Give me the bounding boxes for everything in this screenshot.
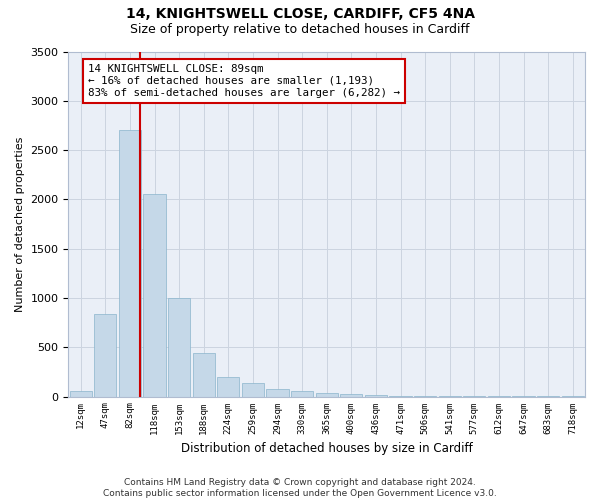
- Text: Size of property relative to detached houses in Cardiff: Size of property relative to detached ho…: [130, 22, 470, 36]
- Bar: [168, 298, 190, 396]
- Bar: [119, 130, 141, 396]
- Bar: [340, 394, 362, 396]
- Bar: [266, 389, 289, 396]
- Bar: [70, 390, 92, 396]
- Bar: [217, 377, 239, 396]
- Bar: [193, 353, 215, 397]
- Bar: [143, 194, 166, 396]
- Bar: [365, 394, 387, 396]
- Y-axis label: Number of detached properties: Number of detached properties: [15, 136, 25, 312]
- Bar: [291, 391, 313, 396]
- Text: Contains HM Land Registry data © Crown copyright and database right 2024.
Contai: Contains HM Land Registry data © Crown c…: [103, 478, 497, 498]
- Bar: [316, 392, 338, 396]
- X-axis label: Distribution of detached houses by size in Cardiff: Distribution of detached houses by size …: [181, 442, 473, 455]
- Text: 14, KNIGHTSWELL CLOSE, CARDIFF, CF5 4NA: 14, KNIGHTSWELL CLOSE, CARDIFF, CF5 4NA: [125, 8, 475, 22]
- Bar: [242, 383, 264, 396]
- Text: 14 KNIGHTSWELL CLOSE: 89sqm
← 16% of detached houses are smaller (1,193)
83% of : 14 KNIGHTSWELL CLOSE: 89sqm ← 16% of det…: [88, 64, 400, 98]
- Bar: [94, 314, 116, 396]
